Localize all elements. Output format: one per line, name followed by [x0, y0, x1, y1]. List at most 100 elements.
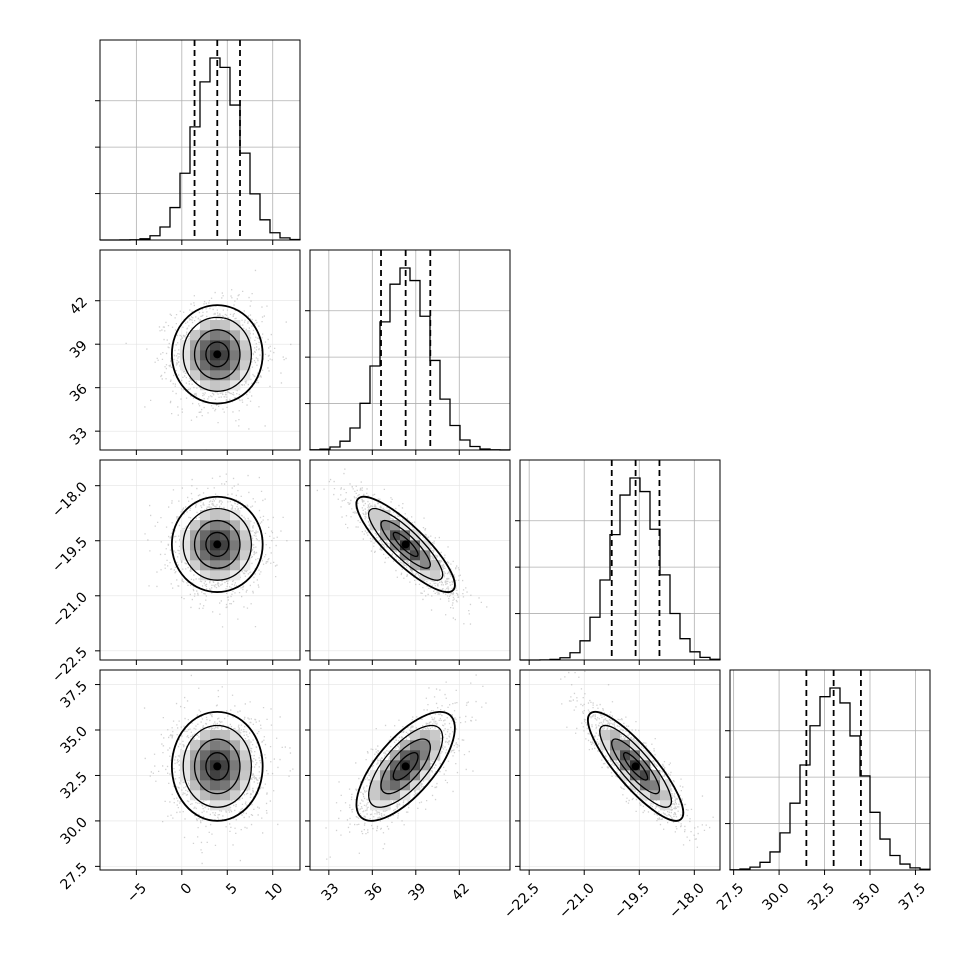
density-cell: [190, 520, 201, 531]
x-tick-label: 35.0: [850, 880, 883, 913]
panel-frame: [309, 669, 511, 871]
density-cell: [210, 360, 221, 371]
density-cell: [190, 330, 201, 341]
density-cell: [200, 360, 211, 371]
density-cell: [600, 730, 611, 741]
density-cell: [410, 530, 421, 541]
contour-line: [170, 710, 264, 822]
x-tick-label: 0: [178, 880, 196, 898]
hist-panel-1: [305, 249, 511, 451]
density-cell: [190, 530, 201, 541]
x-tick-label: 32.5: [805, 880, 838, 913]
panel-frame: [309, 459, 511, 661]
density-cell: [190, 790, 201, 801]
density-cell: [190, 740, 201, 751]
density-cell: [200, 330, 211, 341]
density-cell: [220, 730, 231, 741]
density-cell: [230, 790, 241, 801]
density-cell: [240, 760, 251, 771]
density-cell: [640, 770, 651, 781]
x-tick-label: 39: [405, 880, 429, 904]
density-cell: [410, 780, 421, 791]
x-tick-label: 37.5: [896, 880, 929, 913]
contour-line: [380, 738, 431, 795]
density-cell: [420, 570, 431, 581]
scatter-panel-2-1: [309, 459, 511, 661]
density-cell: [210, 730, 221, 741]
density-cell: [230, 350, 241, 361]
density-cell: [220, 560, 231, 571]
density-cell: [390, 780, 401, 791]
density-cell: [420, 730, 431, 741]
density-cell: [380, 510, 391, 521]
density-cell: [240, 330, 251, 341]
density-cell: [220, 740, 231, 751]
density-cell: [190, 550, 201, 561]
y-tick-label: 30.0: [57, 814, 90, 847]
density-cell: [210, 740, 221, 751]
density-cell: [420, 560, 431, 571]
density-cell: [370, 520, 381, 531]
contour-line: [170, 495, 264, 593]
y-tick-label: 32.5: [57, 769, 90, 802]
y-tick-label: −19.5: [49, 534, 91, 576]
density-cell: [410, 560, 421, 571]
density-cell: [210, 510, 221, 521]
density-cell: [220, 550, 231, 561]
hist-panel-2: [515, 459, 721, 661]
histogram-step: [519, 477, 721, 661]
density-cell: [230, 540, 241, 551]
density-cell: [410, 770, 421, 781]
density-cell: [620, 760, 631, 771]
density-cell: [200, 530, 211, 541]
density-cell: [190, 340, 201, 351]
density-cell: [230, 530, 241, 541]
density-cell: [380, 770, 391, 781]
density-cell: [400, 770, 411, 781]
contour-line: [380, 519, 431, 569]
panel-frame: [99, 249, 301, 451]
density-cell: [180, 340, 191, 351]
density-cell: [220, 360, 231, 371]
density-cell: [180, 540, 191, 551]
density-cell: [220, 380, 231, 391]
y-tick-label: 33: [67, 425, 91, 449]
density-peak: [631, 762, 640, 771]
density-cell: [240, 770, 251, 781]
density-cell: [210, 370, 221, 381]
density-cell: [640, 790, 651, 801]
density-cell: [220, 510, 231, 521]
density-cell: [230, 730, 241, 741]
density-cell: [180, 770, 191, 781]
density-cell: [190, 370, 201, 381]
density-cell: [380, 520, 391, 531]
x-tick-label: −5: [124, 880, 150, 906]
histogram-step: [729, 687, 931, 871]
density-cell: [200, 540, 211, 551]
density-cell: [230, 740, 241, 751]
density-cell: [240, 740, 251, 751]
panel-frame: [519, 669, 721, 871]
density-cell: [390, 760, 401, 771]
hist-panel-3: [725, 669, 931, 871]
density-cell: [220, 790, 231, 801]
density-cell: [230, 360, 241, 371]
scatter-panel-1-0: [99, 249, 301, 451]
y-tick-label: −18.0: [49, 479, 91, 521]
panel-frame: [99, 669, 301, 871]
density-cell: [410, 730, 421, 741]
panel-frame: [99, 39, 301, 241]
density-cell: [240, 780, 251, 791]
density-cell: [410, 740, 421, 751]
density-cell: [210, 320, 221, 331]
contour-line: [193, 329, 241, 380]
density-cell: [430, 570, 441, 581]
contour-line: [611, 738, 661, 795]
y-tick-label: 42: [67, 294, 91, 318]
density-cell: [660, 790, 671, 801]
y-tick-label: 27.5: [57, 860, 90, 893]
density-cell: [630, 770, 641, 781]
density-cell: [230, 370, 241, 381]
contour-line: [182, 316, 252, 392]
density-cell: [210, 750, 221, 761]
